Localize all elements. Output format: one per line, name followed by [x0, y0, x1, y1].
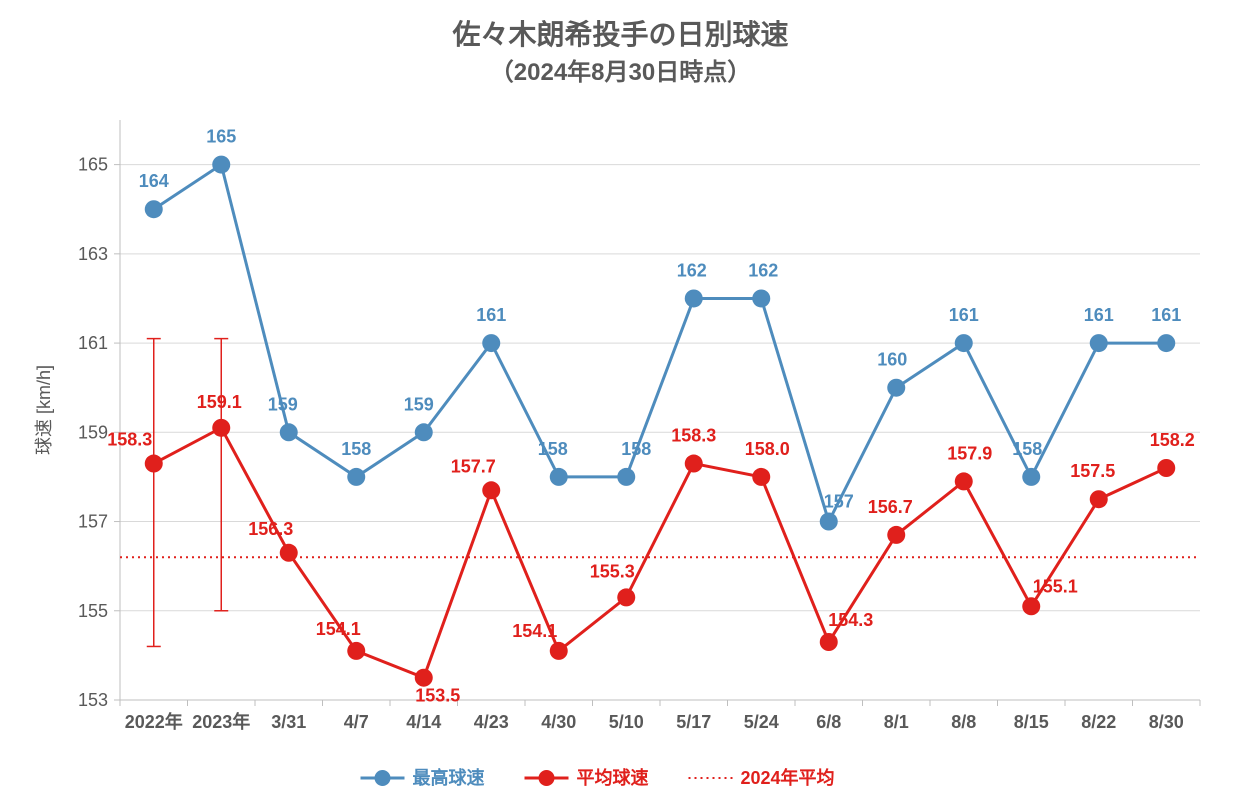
series-avg-data-label: 154.1: [512, 621, 557, 641]
series-max-data-label: 159: [268, 394, 298, 414]
series-max-data-label: 161: [476, 305, 506, 325]
series-avg-data-label: 153.5: [415, 686, 460, 706]
series-max-data-label: 164: [139, 171, 169, 191]
x-tick-label: 2023年: [192, 711, 250, 732]
chart-title-line1: 佐々木朗希投手の日別球速: [451, 19, 788, 50]
series-max-marker: [955, 334, 973, 352]
x-tick-label: 6/8: [816, 712, 841, 732]
y-tick-label: 161: [78, 333, 108, 353]
x-tick-label: 4/23: [474, 712, 509, 732]
series-avg-marker: [212, 419, 230, 437]
series-max-marker: [482, 334, 500, 352]
x-tick-label: 8/1: [884, 712, 909, 732]
series-avg-marker: [1022, 597, 1040, 615]
x-tick-label: 3/31: [271, 712, 306, 732]
x-tick-label: 8/30: [1149, 712, 1184, 732]
series-max-data-label: 160: [877, 350, 907, 370]
y-tick-label: 153: [78, 690, 108, 710]
series-avg-data-label: 157.9: [947, 443, 992, 463]
y-tick-label: 165: [78, 155, 108, 175]
x-tick-label: 8/22: [1081, 712, 1116, 732]
series-max-marker: [1090, 334, 1108, 352]
series-max-data-label: 161: [1084, 305, 1114, 325]
x-tick-label: 4/30: [541, 712, 576, 732]
series-avg-data-label: 159.1: [197, 392, 242, 412]
series-max-marker: [347, 468, 365, 486]
chart-title-line2: （2024年8月30日時点）: [490, 58, 751, 86]
series-max-marker: [1022, 468, 1040, 486]
series-avg-marker: [820, 633, 838, 651]
series-max-marker: [550, 468, 568, 486]
series-max-data-label: 158: [538, 439, 568, 459]
series-avg-marker: [145, 455, 163, 473]
series-avg-marker: [280, 544, 298, 562]
series-max-marker: [685, 289, 703, 307]
series-max-data-label: 158: [1012, 439, 1042, 459]
series-avg-marker: [955, 472, 973, 490]
series-avg-marker: [1157, 459, 1175, 477]
series-max-data-label: 157: [824, 492, 854, 512]
series-avg-data-label: 156.3: [248, 519, 293, 539]
series-max-marker: [1157, 334, 1175, 352]
x-tick-label: 5/17: [676, 712, 711, 732]
chart-svg: 佐々木朗希投手の日別球速 （2024年8月30日時点） 153 155 157 159 16…: [0, 0, 1241, 808]
series-max-marker: [212, 156, 230, 174]
series-max-marker: [617, 468, 635, 486]
series-max-data-label: 158: [621, 439, 651, 459]
series-avg-marker: [1090, 490, 1108, 508]
series-avg-data-label: 155.1: [1033, 576, 1078, 596]
series-avg-data-label: 157.7: [451, 456, 496, 476]
series-avg-data-label: 155.3: [590, 561, 635, 581]
series-avg-marker: [752, 468, 770, 486]
legend-label: 2024年平均: [741, 767, 835, 788]
y-tick-label: 163: [78, 244, 108, 264]
series-avg-marker: [617, 588, 635, 606]
series-avg-data-label: 154.1: [316, 619, 361, 639]
series-avg-data-label: 158.3: [107, 430, 152, 450]
y-tick-label: 155: [78, 601, 108, 621]
series-max-marker: [820, 513, 838, 531]
y-tick-label: 157: [78, 512, 108, 532]
series-avg-data-label: 158.0: [745, 439, 790, 459]
series-avg-marker: [415, 669, 433, 687]
series-avg-marker: [550, 642, 568, 660]
chart-container: 佐々木朗希投手の日別球速 （2024年8月30日時点） 153 155 157 159 16…: [0, 0, 1241, 808]
series-avg-marker: [887, 526, 905, 544]
series-max-data-label: 161: [949, 305, 979, 325]
x-tick-label: 4/7: [344, 712, 369, 732]
y-axis-title: 球速 [km/h]: [34, 365, 54, 455]
x-tick-label: 2022年: [125, 711, 183, 732]
series-max-data-label: 161: [1151, 305, 1181, 325]
series-max-marker: [145, 200, 163, 218]
series-avg-marker: [482, 481, 500, 499]
series-max-data-label: 158: [341, 439, 371, 459]
series-avg-marker: [347, 642, 365, 660]
x-tick-label: 5/10: [609, 712, 644, 732]
series-max-data-label: 162: [748, 260, 778, 280]
series-avg-data-label: 157.5: [1070, 461, 1115, 481]
x-tick-label: 8/8: [951, 712, 976, 732]
x-tick-label: 4/14: [406, 712, 441, 732]
series-avg-data-label: 158.2: [1150, 430, 1195, 450]
series-max-data-label: 159: [404, 394, 434, 414]
legend-label: 最高球速: [413, 767, 485, 788]
series-max-data-label: 162: [677, 260, 707, 280]
y-tick-label: 159: [78, 422, 108, 442]
series-avg-data-label: 158.3: [671, 426, 716, 446]
series-max-marker: [280, 423, 298, 441]
x-tick-label: 8/15: [1014, 712, 1049, 732]
series-max-marker: [887, 379, 905, 397]
series-avg-marker: [685, 455, 703, 473]
x-tick-label: 5/24: [744, 712, 779, 732]
series-avg-data-label: 154.3: [828, 610, 873, 630]
legend-label: 平均球速: [577, 767, 649, 788]
series-avg-data-label: 156.7: [868, 497, 913, 517]
series-max-marker: [415, 423, 433, 441]
series-max-data-label: 165: [206, 127, 236, 147]
series-max-marker: [752, 289, 770, 307]
